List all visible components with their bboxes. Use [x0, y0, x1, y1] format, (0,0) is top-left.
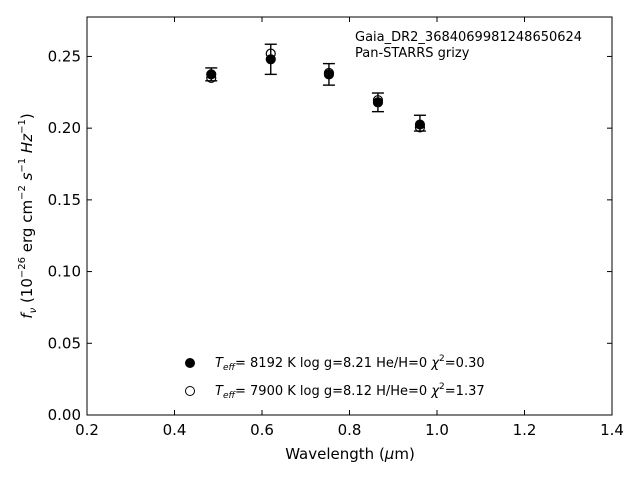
- x-tick-label: 0.8: [338, 421, 362, 439]
- data-layer: [205, 43, 426, 133]
- y-tick-label: 0.00: [48, 406, 81, 424]
- x-axis-ticks: 0.2 0.4 0.6 0.8 1.0 1.2 1.4: [75, 17, 624, 439]
- data-point-filled: [414, 119, 426, 130]
- y-tick-label: 0.25: [48, 47, 81, 65]
- y-axis-title: fν (10−26 erg cm−2 s−1 Hz−1): [17, 113, 39, 318]
- legend-entry-2: Teff= 7900 K log g=8.12 H/He=0 χ2=1.37: [215, 382, 485, 401]
- x-tick-label: 0.2: [75, 421, 99, 439]
- x-tick-label: 1.4: [600, 421, 624, 439]
- y-axis-ticks: 0.00 0.05 0.10 0.15 0.20 0.25: [48, 47, 612, 424]
- plot-area: [86, 16, 613, 416]
- x-tick-label: 0.4: [163, 421, 187, 439]
- y-tick-label: 0.15: [48, 191, 81, 209]
- star-id-annotation: Gaia_DR2_3684069981248650624: [355, 30, 582, 45]
- legend: Teff= 8192 K log g=8.21 He/H=0 χ2=0.30 T…: [185, 354, 485, 401]
- legend-marker-filled: [185, 358, 195, 368]
- x-tick-label: 0.6: [250, 421, 274, 439]
- x-axis-title: Wavelength (μm): [285, 445, 415, 463]
- legend-entry-1: Teff= 8192 K log g=8.21 He/H=0 χ2=0.30: [215, 354, 485, 373]
- y-tick-label: 0.05: [48, 334, 81, 352]
- survey-annotation: Pan-STARRS grizy: [355, 46, 470, 61]
- data-point-filled: [265, 54, 276, 65]
- x-tick-label: 1.2: [513, 421, 537, 439]
- data-point-filled: [206, 69, 217, 80]
- y-tick-label: 0.10: [48, 263, 81, 281]
- data-point-filled: [372, 97, 384, 108]
- legend-marker-open: [185, 386, 195, 396]
- x-tick-label: 1.0: [425, 421, 449, 439]
- data-point-filled: [323, 69, 335, 80]
- y-tick-label: 0.20: [48, 119, 81, 137]
